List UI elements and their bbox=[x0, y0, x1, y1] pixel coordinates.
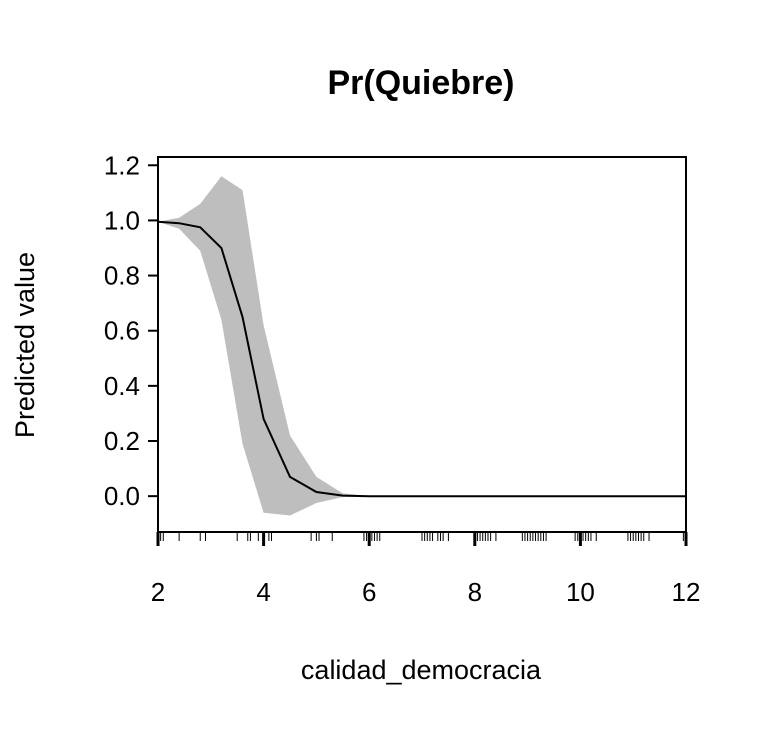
y-axis: 0.0 0.2 0.4 0.6 0.8 1.0 1.2 bbox=[104, 150, 159, 511]
x-axis-label: calidad_democracia bbox=[301, 655, 542, 685]
x-tick-label: 4 bbox=[256, 577, 270, 607]
y-tick-label: 1.0 bbox=[104, 205, 140, 235]
x-tick-label: 6 bbox=[362, 577, 376, 607]
prediction-line-layer bbox=[157, 220, 686, 498]
chart-title: Pr(Quiebre) bbox=[327, 64, 514, 102]
x-tick-label: 2 bbox=[151, 577, 165, 607]
y-tick-label: 0.6 bbox=[104, 316, 140, 346]
confidence-band bbox=[158, 176, 686, 516]
x-tick-label: 10 bbox=[566, 577, 595, 607]
y-tick-label: 1.2 bbox=[104, 150, 140, 180]
y-tick-label: 0.2 bbox=[104, 426, 140, 456]
x-tick-label: 12 bbox=[672, 577, 701, 607]
prediction-line bbox=[157, 220, 686, 498]
rug-layer bbox=[160, 532, 687, 541]
x-axis: 2 4 6 8 10 12 bbox=[151, 531, 701, 607]
y-axis-label: Predicted value bbox=[10, 252, 40, 438]
confidence-band-layer bbox=[158, 176, 686, 516]
y-tick-label: 0.0 bbox=[104, 481, 140, 511]
x-tick-label: 8 bbox=[468, 577, 482, 607]
y-tick-label: 0.4 bbox=[104, 371, 140, 401]
y-tick-label: 0.8 bbox=[104, 261, 140, 291]
